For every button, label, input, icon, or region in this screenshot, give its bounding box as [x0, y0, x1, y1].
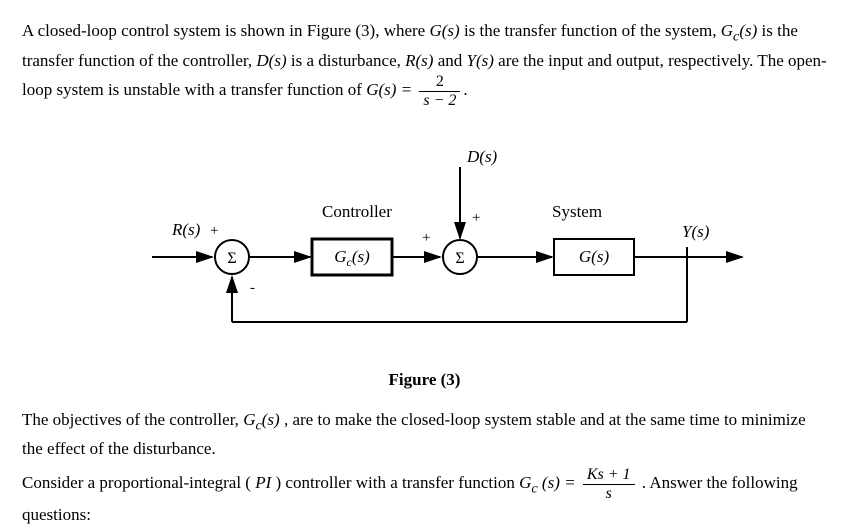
label-rs: R(s)	[171, 220, 201, 239]
text: A closed-loop control system is shown in…	[22, 21, 429, 40]
text: is a disturbance,	[291, 51, 405, 70]
block-diagram: R(s) Σ + - Controller Gc(s) + Σ D(s) + S…	[22, 127, 827, 357]
eq-lhs: G(s) =	[366, 80, 416, 99]
plus-1: +	[210, 223, 218, 239]
text: ) controller with a transfer function	[276, 473, 520, 492]
pi: PI	[255, 473, 271, 492]
paragraph-1: A closed-loop control system is shown in…	[22, 18, 827, 109]
system-tf: G(s)	[579, 247, 610, 266]
controller-tf: Gc(s)	[334, 247, 370, 269]
denominator: s − 2	[419, 92, 460, 110]
text: The objectives of the controller,	[22, 410, 243, 429]
system-label: System	[552, 202, 602, 221]
text: and	[438, 51, 467, 70]
text: Consider a proportional-integral (	[22, 473, 251, 492]
plus-3: +	[472, 210, 480, 226]
text: is the transfer function of the system,	[464, 21, 721, 40]
var-ds: D(s)	[256, 51, 286, 70]
plus-2: +	[422, 230, 430, 246]
sigma-2: Σ	[455, 250, 464, 267]
figure-caption: Figure (3)	[22, 367, 827, 393]
numerator-2: Ks + 1	[583, 466, 635, 485]
denominator-2: s	[583, 485, 635, 503]
var-gcs: Gc(s)	[721, 21, 758, 40]
eq2-lhs: Gc (s) =	[519, 473, 580, 492]
var-gcs-2: Gc(s)	[243, 410, 280, 429]
var-ys: Y(s)	[467, 51, 494, 70]
label-ys: Y(s)	[682, 222, 710, 241]
numerator: 2	[419, 73, 460, 92]
controller-label: Controller	[322, 202, 392, 221]
label-ds: D(s)	[466, 147, 498, 166]
sigma-1: Σ	[227, 250, 236, 267]
fraction: 2 s − 2	[419, 73, 460, 109]
paragraph-2: The objectives of the controller, Gc(s) …	[22, 407, 827, 462]
period: .	[463, 80, 467, 99]
var-rs: R(s)	[405, 51, 433, 70]
var-gs: G(s)	[429, 21, 459, 40]
paragraph-3: Consider a proportional-integral ( PI ) …	[22, 466, 827, 528]
minus-1: -	[250, 280, 255, 296]
fraction-2: Ks + 1 s	[583, 466, 635, 502]
